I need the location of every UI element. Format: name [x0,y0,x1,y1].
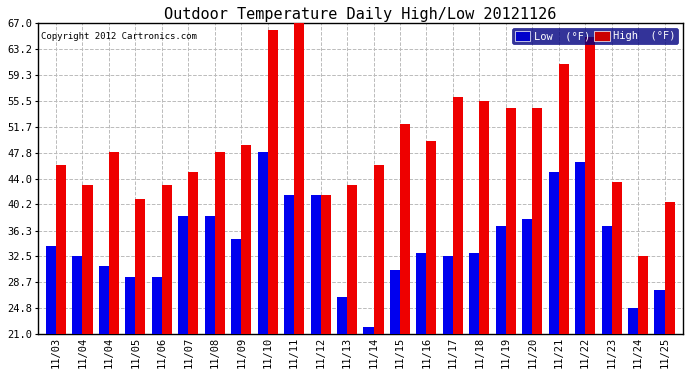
Legend: Low  (°F), High  (°F): Low (°F), High (°F) [512,28,678,44]
Bar [638,256,648,334]
Bar [294,23,304,334]
Bar [99,266,109,334]
Bar [532,108,542,334]
Text: Copyright 2012 Cartronics.com: Copyright 2012 Cartronics.com [41,33,197,42]
Title: Outdoor Temperature Daily High/Low 20121126: Outdoor Temperature Daily High/Low 20121… [164,7,556,22]
Bar [109,152,119,334]
Bar [56,165,66,334]
Bar [559,64,569,334]
Bar [162,185,172,334]
Bar [231,239,241,334]
Bar [135,199,146,334]
Bar [495,226,506,334]
Bar [453,98,463,334]
Bar [390,270,400,334]
Bar [655,290,664,334]
Bar [46,246,56,334]
Bar [522,219,532,334]
Bar [426,141,437,334]
Bar [416,253,426,334]
Bar [506,108,516,334]
Bar [585,37,595,334]
Bar [72,256,83,334]
Bar [347,185,357,334]
Bar [480,101,489,334]
Bar [152,277,162,334]
Bar [310,195,321,334]
Bar [83,185,92,334]
Bar [575,162,585,334]
Bar [549,172,559,334]
Bar [215,152,225,334]
Bar [268,30,278,334]
Bar [469,253,480,334]
Bar [628,308,638,334]
Bar [257,152,268,334]
Bar [373,165,384,334]
Bar [664,202,675,334]
Bar [321,195,331,334]
Bar [188,172,198,334]
Bar [400,124,410,334]
Bar [364,327,373,334]
Bar [178,216,188,334]
Bar [284,195,294,334]
Bar [337,297,347,334]
Bar [443,256,453,334]
Bar [241,145,251,334]
Bar [602,226,611,334]
Bar [126,277,135,334]
Bar [205,216,215,334]
Bar [611,182,622,334]
